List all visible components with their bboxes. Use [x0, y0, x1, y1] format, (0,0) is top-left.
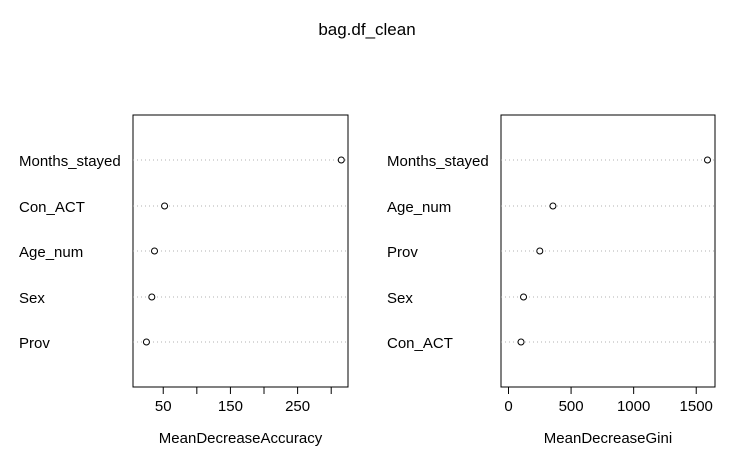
panel1-category-label: Sex	[19, 290, 45, 307]
panel1-data-point	[161, 202, 169, 210]
panel1-x-tick-label: 50	[155, 398, 172, 415]
panel2-data-point	[520, 293, 528, 301]
panel1-x-tick-label: 150	[218, 398, 243, 415]
panel2-data-point	[517, 338, 525, 346]
panel2-category-label: Months_stayed	[387, 153, 489, 170]
panel1-data-point	[148, 293, 156, 301]
panel1-data-point	[337, 156, 345, 164]
panel2-x-tick-label: 1000	[617, 398, 650, 415]
panel2-category-label: Con_ACT	[387, 335, 453, 352]
panel2-x-axis-title: MeanDecreaseGini	[544, 430, 672, 447]
panel2-category-label: Sex	[387, 290, 413, 307]
panel1-x-tick-label: 250	[285, 398, 310, 415]
panel1-data-point	[142, 338, 150, 346]
panel1-x-axis-title: MeanDecreaseAccuracy	[159, 430, 323, 447]
panel1-data-point	[151, 247, 158, 255]
panel1-category-label: Age_num	[19, 244, 83, 261]
panel2-x-tick-label: 500	[559, 398, 584, 415]
panel2-x-tick-label: 0	[504, 398, 512, 415]
panel2-x-tick-label: 1500	[680, 398, 713, 415]
chart-title: bag.df_clean	[318, 20, 415, 39]
panel1-category-label: Prov	[19, 335, 50, 352]
panel2-category-label: Prov	[387, 244, 418, 261]
panel2-data-point	[536, 247, 544, 255]
panel1-category-label: Con_ACT	[19, 199, 85, 216]
panel2-data-point	[703, 156, 711, 164]
panel1-category-label: Months_stayed	[19, 153, 121, 170]
panel2-category-label: Age_num	[387, 199, 451, 216]
panel2-data-point	[549, 202, 557, 210]
